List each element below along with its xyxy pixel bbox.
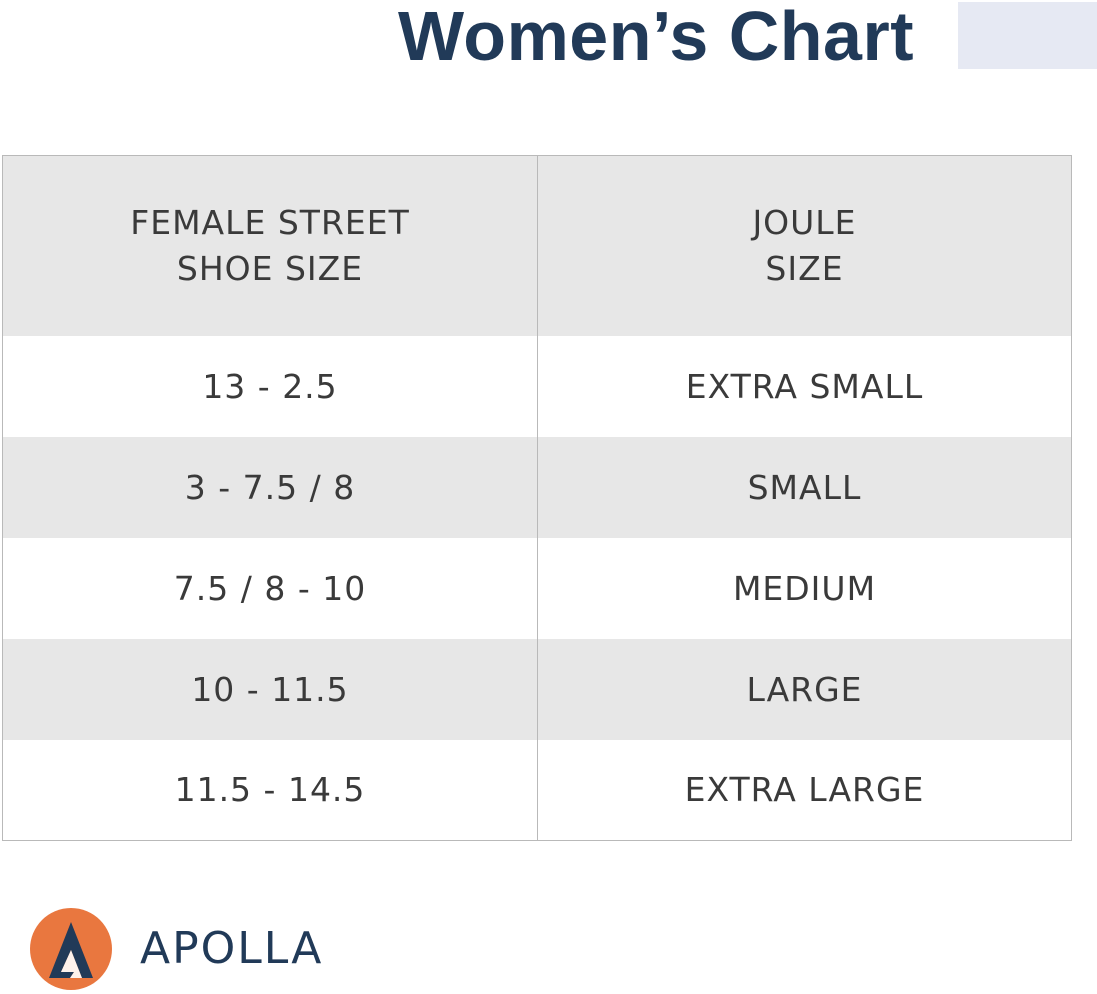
street-size-cell: 11.5 - 14.5 — [2, 739, 538, 841]
header-line: SHOE SIZE — [176, 248, 364, 288]
header-line: JOULE — [752, 202, 857, 242]
table-row: 7.5 / 8 - 10 MEDIUM — [2, 537, 1072, 639]
header-female-street-shoe-size: FEMALE STREET SHOE SIZE — [2, 155, 538, 336]
page-title: Women’s Chart — [398, 0, 915, 75]
brand-name: APOLLA — [140, 923, 324, 974]
street-size-cell: 10 - 11.5 — [2, 638, 538, 740]
joule-size-cell: MEDIUM — [537, 537, 1072, 639]
size-chart-table: FEMALE STREET SHOE SIZE JOULE SIZE 13 - … — [2, 155, 1072, 841]
header-line: SIZE — [765, 248, 844, 288]
table-row: 11.5 - 14.5 EXTRA LARGE — [2, 739, 1072, 841]
brand-logo: APOLLA — [30, 908, 323, 990]
street-size-cell: 3 - 7.5 / 8 — [2, 436, 538, 538]
table-row: 3 - 7.5 / 8 SMALL — [2, 436, 1072, 538]
joule-size-cell: LARGE — [537, 638, 1072, 740]
joule-size-cell: EXTRA SMALL — [537, 335, 1072, 437]
title-decorative-block — [958, 2, 1097, 69]
joule-size-cell: EXTRA LARGE — [537, 739, 1072, 841]
street-size-cell: 7.5 / 8 - 10 — [2, 537, 538, 639]
table-header-row: FEMALE STREET SHOE SIZE JOULE SIZE — [2, 155, 1072, 336]
street-size-cell: 13 - 2.5 — [2, 335, 538, 437]
table-row: 13 - 2.5 EXTRA SMALL — [2, 335, 1072, 437]
apolla-a-logo-icon — [30, 908, 112, 990]
header-joule-size: JOULE SIZE — [537, 155, 1072, 336]
joule-size-cell: SMALL — [537, 436, 1072, 538]
table-row: 10 - 11.5 LARGE — [2, 638, 1072, 740]
header-line: FEMALE STREET — [130, 202, 410, 242]
